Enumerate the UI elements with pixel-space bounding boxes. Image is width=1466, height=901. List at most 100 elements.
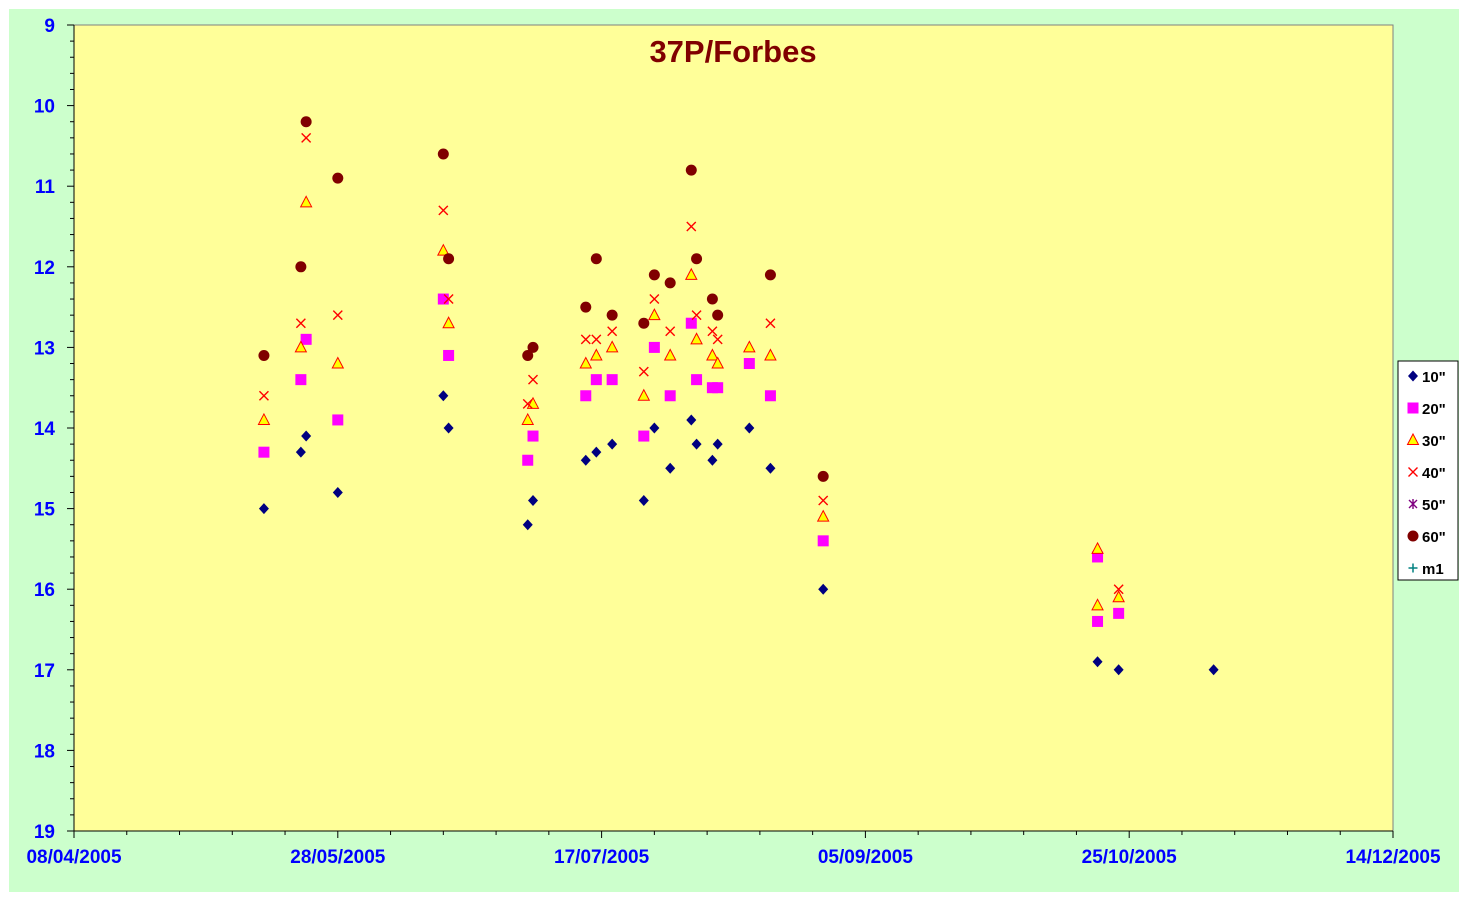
- y-tick-label: 11: [35, 177, 56, 198]
- data-point-series-5: [685, 164, 697, 176]
- data-point-series-2: [1091, 541, 1104, 554]
- data-point-series-3: [707, 326, 718, 337]
- data-point-series-5: [332, 172, 344, 184]
- data-point-series-2: [521, 412, 535, 425]
- data-point-series-0: [332, 486, 343, 498]
- data-point-series-3: [607, 326, 618, 337]
- x-tick-label: 14/12/2005: [1345, 847, 1441, 868]
- data-point-series-2: [442, 316, 455, 329]
- data-point-series-0: [443, 422, 454, 434]
- data-point-series-5: [522, 349, 534, 361]
- legend-marker-3: [1408, 467, 1418, 477]
- legend-label: 40": [1422, 465, 1446, 482]
- data-point-series-1: [258, 446, 270, 458]
- x-tick-label: 05/09/2005: [818, 847, 914, 868]
- data-point-series-2: [711, 356, 724, 369]
- legend-marker-1: [1407, 402, 1419, 414]
- data-point-series-2: [589, 348, 603, 361]
- x-axis: 08/04/2005 28/05/2005 17/07/2005 05/09/2005…: [26, 830, 1441, 868]
- y-tick-label: 12: [34, 258, 55, 279]
- data-point-series-1: [437, 293, 449, 305]
- data-point-series-3: [649, 294, 660, 305]
- x-tick-label: 28/05/2005: [290, 847, 386, 868]
- data-point-series-0: [712, 438, 723, 450]
- data-point-series-3: [712, 334, 723, 345]
- data-point-series-3: [1113, 584, 1124, 595]
- data-point-series-0: [1092, 656, 1103, 668]
- data-point-series-2: [690, 332, 703, 345]
- data-point-series-2: [816, 509, 830, 522]
- data-point-series-1: [817, 535, 829, 547]
- data-point-series-1: [527, 430, 539, 442]
- data-point-series-5: [443, 253, 455, 265]
- legend-marker-4: [1408, 499, 1418, 509]
- legend-label: 20": [1422, 401, 1446, 418]
- data-point-series-3: [691, 310, 702, 321]
- data-point-series-0: [765, 462, 776, 474]
- data-point-series-3: [818, 495, 829, 506]
- data-point-series-5: [527, 341, 539, 353]
- data-point-series-1: [1113, 607, 1125, 619]
- data-point-series-1: [638, 430, 650, 442]
- legend: 10" 20" 30" 40" 50" 60" m1: [1397, 360, 1459, 581]
- data-point-series-0: [744, 422, 755, 434]
- data-point-series-0: [591, 446, 602, 458]
- y-tick-label: 13: [34, 338, 55, 359]
- data-point-series-2: [663, 348, 677, 361]
- data-point-series-5: [606, 309, 618, 321]
- data-point-series-1: [606, 374, 618, 386]
- legend-label: 50": [1422, 497, 1446, 514]
- data-point-series-0: [707, 454, 718, 466]
- data-point-series-3: [528, 374, 539, 385]
- plot-area: [73, 24, 1394, 832]
- data-point-series-5: [706, 293, 718, 305]
- data-point-series-1: [1092, 615, 1104, 627]
- data-point-series-2: [257, 412, 271, 425]
- data-point-series-5: [664, 277, 676, 289]
- y-tick-label: 19: [34, 822, 55, 843]
- data-point-series-5: [590, 253, 602, 265]
- data-point-series-0: [607, 438, 618, 450]
- data-point-series-5: [437, 148, 449, 160]
- y-tick-label: 18: [34, 741, 55, 762]
- data-point-series-3: [765, 318, 776, 329]
- data-point-series-1: [332, 414, 344, 426]
- data-point-series-0: [649, 422, 660, 434]
- data-point-series-0: [1113, 664, 1124, 676]
- data-point-series-1: [1092, 551, 1104, 563]
- y-tick-label: 10: [34, 97, 55, 118]
- legend-box: [1397, 360, 1459, 581]
- data-point-series-0: [638, 495, 649, 507]
- data-point-series-1: [691, 374, 703, 386]
- y-axis: 9 10 11 12 13 14 15 16 17 18 19: [34, 16, 75, 843]
- data-point-series-1: [764, 390, 776, 402]
- data-point-series-5: [638, 317, 650, 329]
- data-point-series-5: [300, 116, 312, 128]
- y-tick-label: 14: [34, 419, 56, 440]
- data-point-series-1: [685, 317, 697, 329]
- data-point-series-2: [299, 195, 313, 208]
- data-point-series-5: [295, 261, 307, 273]
- data-point-series-3: [301, 132, 312, 143]
- data-point-series-1: [664, 390, 676, 402]
- data-point-series-0: [580, 454, 591, 466]
- data-point-series-3: [443, 294, 454, 305]
- x-tick-label: 25/10/2005: [1082, 847, 1178, 868]
- data-point-series-1: [743, 358, 755, 370]
- data-point-series-0: [528, 495, 539, 507]
- data-point-series-0: [818, 583, 829, 595]
- data-point-series-2: [743, 340, 756, 353]
- x-tick-label: 17/07/2005: [554, 847, 650, 868]
- chart-title: 37P/Forbes: [649, 34, 816, 69]
- legend-marker-0: [1408, 370, 1418, 382]
- data-point-series-3: [258, 390, 269, 401]
- data-point-series-5: [764, 269, 776, 281]
- data-point-series-2: [294, 340, 308, 353]
- legend-label: 60": [1422, 529, 1446, 546]
- legend-label: 10": [1422, 369, 1446, 386]
- data-markers: [257, 116, 1219, 676]
- data-point-series-0: [665, 462, 676, 474]
- y-tick-label: 17: [34, 661, 55, 682]
- data-point-series-2: [331, 356, 345, 369]
- data-point-series-3: [580, 334, 591, 345]
